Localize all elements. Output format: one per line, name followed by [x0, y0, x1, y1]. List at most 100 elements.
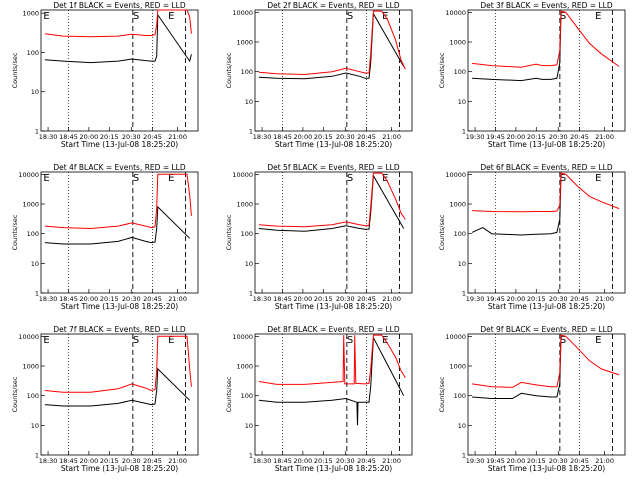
chart-title: Det 4f BLACK = Events, RED = LLD: [53, 163, 186, 172]
y-tick-label: 10: [245, 260, 253, 268]
y-axis-label: Counts/sec: [225, 376, 233, 412]
x-tick-label: 20:15: [100, 295, 119, 303]
x-tick-label: 20:30: [122, 133, 141, 141]
x-tick-label: 20:30: [122, 295, 141, 303]
x-tick-label: 18:30: [39, 295, 58, 303]
lld-series-line: [44, 335, 192, 393]
x-tick-label: 20:00: [507, 133, 526, 141]
x-tick-label: 20:00: [507, 457, 526, 465]
lld-series-line: [258, 334, 406, 385]
y-tick-label: 1000: [236, 39, 253, 47]
chart-title: Det 1f BLACK = Events, RED = LLD: [53, 1, 186, 10]
y-tick-label: 100: [27, 392, 39, 400]
x-tick-label: 20:00: [80, 457, 99, 465]
y-tick-label: 100: [454, 392, 466, 400]
x-tick-label: 18:45: [59, 133, 78, 141]
y-tick-label: 10000: [18, 171, 39, 179]
y-tick-label: 100: [454, 68, 466, 76]
x-tick-label: 18:45: [59, 457, 78, 465]
events-series-line: [258, 174, 405, 232]
events-series-line: [472, 337, 562, 399]
event-marker-label: E: [168, 11, 174, 22]
lld-series-line: [472, 334, 620, 388]
y-tick-label: 1000: [22, 10, 39, 18]
y-tick-label: 1: [462, 452, 466, 460]
events-series-line: [258, 11, 405, 80]
y-tick-label: 10000: [445, 9, 466, 17]
y-tick-label: 1: [462, 290, 466, 298]
x-tick-label: 20:15: [100, 457, 119, 465]
chart-title: Det 7f BLACK = Events, RED = LLD: [53, 325, 186, 334]
x-tick-label: 20:30: [122, 457, 141, 465]
x-axis-label: Start Time (13-Jul-08 18:25:20): [61, 302, 178, 311]
x-tick-label: 19:30: [466, 133, 485, 141]
lld-series-line: [258, 172, 406, 228]
x-tick-label: 20:15: [527, 457, 546, 465]
x-tick-label: 19:45: [486, 133, 505, 141]
x-axis-label: Start Time (13-Jul-08 18:25:20): [61, 464, 178, 473]
plot-frame: [40, 333, 199, 456]
y-tick-label: 1: [462, 128, 466, 136]
x-tick-label: 20:15: [314, 295, 333, 303]
y-tick-label: 1000: [449, 363, 466, 371]
lld-series-line: [44, 173, 192, 230]
x-axis-label: Start Time (13-Jul-08 18:25:20): [61, 140, 178, 149]
events-series-line: [258, 335, 405, 426]
x-tick-label: 21:00: [595, 457, 614, 465]
y-tick-label: 100: [241, 230, 253, 238]
plot-frame: [40, 171, 199, 294]
x-tick-label: 19:45: [486, 295, 505, 303]
y-tick-label: 10: [31, 260, 39, 268]
lld-series-line: [258, 10, 406, 76]
x-tick-label: 18:45: [273, 133, 292, 141]
x-axis-label: Start Time (13-Jul-08 18:25:20): [275, 464, 392, 473]
x-tick-label: 19:45: [486, 457, 505, 465]
chart-title: Det 2f BLACK = Events, RED = LLD: [267, 1, 400, 10]
x-tick-label: 20:15: [314, 457, 333, 465]
event-marker-label: E: [168, 173, 174, 184]
x-tick-label: 21:00: [168, 295, 187, 303]
event-marker-label: E: [595, 11, 601, 22]
y-tick-label: 1000: [449, 201, 466, 209]
x-tick-label: 20:15: [100, 133, 119, 141]
plot-frame: [254, 333, 413, 456]
x-axis-label: Start Time (13-Jul-08 18:25:20): [275, 302, 392, 311]
x-tick-label: 20:45: [357, 457, 376, 465]
chart-title: Det 6f BLACK = Events, RED = LLD: [480, 163, 613, 172]
x-tick-label: 18:30: [39, 133, 58, 141]
plot-frame: [40, 9, 199, 132]
y-tick-label: 10000: [232, 333, 253, 341]
event-marker-label: E: [168, 335, 174, 346]
y-tick-label: 10: [31, 88, 39, 96]
x-tick-label: 20:00: [507, 295, 526, 303]
events-series-line: [44, 205, 191, 245]
y-tick-label: 1000: [22, 201, 39, 209]
lld-series-line: [472, 172, 620, 213]
event-marker-label: S: [560, 11, 566, 22]
x-tick-label: 20:00: [294, 133, 313, 141]
x-tick-label: 20:45: [570, 133, 589, 141]
y-tick-label: 1: [35, 452, 39, 460]
event-marker-label: S: [133, 335, 139, 346]
chart-title: Det 5f BLACK = Events, RED = LLD: [267, 163, 400, 172]
x-tick-label: 20:30: [336, 457, 355, 465]
y-tick-label: 1000: [22, 363, 39, 371]
y-tick-label: 1: [35, 128, 39, 136]
x-tick-label: 20:15: [314, 133, 333, 141]
y-axis-label: Counts/sec: [438, 376, 446, 412]
events-series-line: [44, 367, 191, 407]
x-tick-label: 20:45: [143, 295, 162, 303]
y-tick-label: 10000: [232, 171, 253, 179]
event-marker-label: S: [347, 335, 353, 346]
x-tick-label: 20:00: [294, 295, 313, 303]
x-tick-label: 18:30: [253, 457, 272, 465]
x-tick-label: 18:45: [273, 295, 292, 303]
lld-series-line: [472, 10, 620, 68]
y-axis-label: Counts/sec: [438, 214, 446, 250]
